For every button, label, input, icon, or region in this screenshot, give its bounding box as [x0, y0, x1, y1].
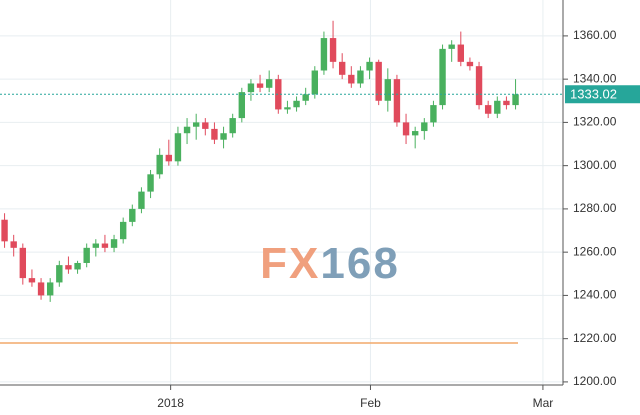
x-tick-label: Mar	[533, 396, 554, 410]
last-price-box	[565, 85, 640, 104]
candle-body	[503, 100, 510, 106]
candle-body	[92, 243, 100, 248]
candle-body	[74, 262, 81, 270]
y-tick-label: 1320.00	[573, 115, 617, 129]
y-tick-label: 1200.00	[573, 374, 617, 388]
candle-body	[238, 92, 246, 119]
candle-body	[129, 208, 136, 222]
candle-body	[183, 126, 191, 134]
watermark: FX168	[260, 239, 400, 288]
candle-body	[165, 154, 173, 162]
candle-body	[1, 219, 8, 242]
candle-body	[220, 133, 227, 140]
candle-body	[302, 94, 309, 101]
y-tick-label: 1240.00	[573, 288, 617, 302]
y-tick-label: 1260.00	[573, 244, 617, 258]
candle-body	[293, 100, 300, 108]
candle-body	[329, 38, 337, 62]
y-tick-label: 1280.00	[573, 201, 617, 215]
candle-body	[284, 107, 291, 110]
candle-body	[19, 247, 27, 279]
x-tick-label: Feb	[360, 396, 381, 410]
watermark-168: 168	[320, 239, 399, 288]
candle-body	[119, 221, 127, 240]
candle-body	[265, 79, 273, 88]
candle-body	[484, 105, 492, 114]
candle-body	[202, 122, 209, 129]
candle-body	[402, 122, 410, 136]
y-tick-label: 1360.00	[573, 28, 617, 42]
candle-body	[421, 122, 428, 132]
candle-body	[247, 83, 255, 93]
candle-body	[174, 133, 182, 162]
candle-body	[411, 131, 419, 136]
candle-body	[457, 44, 465, 62]
last-price-label: 1333.02	[570, 87, 617, 102]
candle-body	[28, 278, 36, 283]
candle-body	[366, 61, 373, 71]
candle-body	[475, 66, 483, 106]
candle-body	[311, 70, 319, 95]
candle-body	[192, 122, 200, 127]
candle-body	[138, 191, 145, 209]
y-tick-label: 1300.00	[573, 158, 617, 172]
candle-body	[275, 79, 282, 110]
candle-body	[430, 105, 437, 123]
candle-body	[101, 243, 109, 248]
y-tick-label: 1220.00	[573, 331, 617, 345]
candle-body	[384, 79, 392, 101]
candle-body	[156, 154, 163, 175]
candle-body	[110, 239, 118, 248]
candle-body	[46, 282, 54, 296]
candle-body	[56, 265, 63, 283]
candle-body	[448, 44, 455, 49]
candle-body	[10, 241, 17, 248]
candle-body	[357, 70, 364, 84]
candle-body	[83, 247, 90, 263]
candle-body	[439, 48, 446, 106]
candle-body	[229, 118, 236, 134]
candle-body	[147, 174, 154, 192]
candle-body	[65, 265, 72, 270]
candle-body	[375, 61, 382, 101]
y-tick-label: 1340.00	[573, 71, 617, 85]
candle-body	[37, 282, 45, 296]
candle-body	[466, 61, 474, 67]
candle-body	[211, 128, 218, 140]
candle-body	[338, 61, 346, 75]
candle-body	[320, 38, 328, 71]
candle-body	[393, 79, 401, 123]
candle-body	[494, 100, 501, 114]
candle-body	[512, 94, 519, 106]
candle-body	[348, 74, 355, 84]
watermark-fx: FX	[260, 239, 320, 288]
x-tick-label: 2018	[157, 396, 184, 410]
candle-body	[256, 83, 264, 88]
